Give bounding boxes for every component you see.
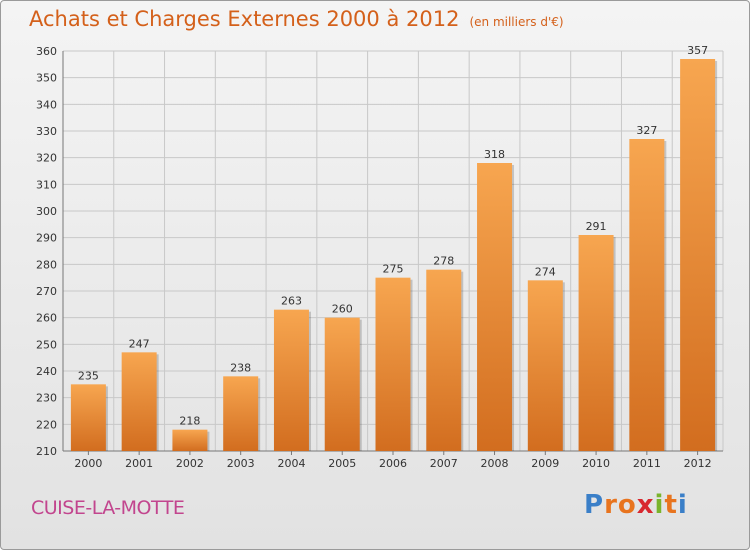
y-tick-label: 350 <box>36 72 57 85</box>
bar-value-label: 275 <box>383 263 404 276</box>
x-tick-label: 2009 <box>531 457 559 470</box>
bar-value-label: 235 <box>78 369 99 382</box>
bar <box>426 269 462 451</box>
y-tick-label: 240 <box>36 365 57 378</box>
chart-title: Achats et Charges Externes 2000 à 2012 (e… <box>29 7 564 31</box>
x-tick-label: 2008 <box>481 457 509 470</box>
bar <box>527 280 563 451</box>
logo-letter: i <box>654 490 665 520</box>
chart-title-text: Achats et Charges Externes 2000 à 2012 <box>29 7 460 31</box>
bar <box>680 59 716 451</box>
y-tick-label: 320 <box>36 152 57 165</box>
y-tick-label: 220 <box>36 418 57 431</box>
logo-letter: o <box>617 490 637 520</box>
y-tick-label: 260 <box>36 312 57 325</box>
x-tick-label: 2001 <box>125 457 153 470</box>
logo-letter: x <box>636 490 655 520</box>
bar-value-label: 318 <box>484 148 505 161</box>
bar-value-label: 291 <box>586 220 607 233</box>
bar <box>375 277 411 451</box>
y-tick-label: 280 <box>36 258 57 271</box>
bar-value-label: 278 <box>433 255 454 268</box>
y-tick-label: 300 <box>36 205 57 218</box>
bar <box>223 376 259 451</box>
x-tick-label: 2011 <box>633 457 661 470</box>
x-tick-label: 2007 <box>430 457 458 470</box>
y-tick-label: 250 <box>36 338 57 351</box>
bar-value-label: 247 <box>129 337 150 350</box>
y-tick-label: 340 <box>36 98 57 111</box>
proxiti-logo: Proxiti <box>584 490 688 520</box>
bar-value-label: 327 <box>636 124 657 137</box>
chart-unit: (en milliers d'€) <box>469 15 564 29</box>
bar <box>273 309 309 451</box>
bar <box>172 429 208 451</box>
logo-letter: t <box>664 490 678 520</box>
bar <box>578 235 614 451</box>
logo-letter: i <box>677 490 688 520</box>
y-tick-label: 270 <box>36 285 57 298</box>
y-tick-label: 330 <box>36 125 57 138</box>
y-tick-label: 210 <box>36 445 57 458</box>
bar <box>629 139 665 451</box>
x-tick-label: 2005 <box>328 457 356 470</box>
bar-value-label: 263 <box>281 295 302 308</box>
bar-value-label: 218 <box>179 415 200 428</box>
x-tick-label: 2003 <box>227 457 255 470</box>
bar <box>324 317 360 451</box>
bar-value-label: 238 <box>230 361 251 374</box>
y-tick-label: 230 <box>36 392 57 405</box>
x-tick-label: 2000 <box>74 457 102 470</box>
commune-name: CUISE-LA-MOTTE <box>31 497 185 519</box>
bar-value-label: 260 <box>332 303 353 316</box>
x-tick-label: 2012 <box>684 457 712 470</box>
y-tick-label: 290 <box>36 232 57 245</box>
bar <box>477 163 513 451</box>
bar <box>70 384 106 451</box>
bar-value-label: 357 <box>687 44 708 57</box>
x-tick-label: 2002 <box>176 457 204 470</box>
x-tick-label: 2004 <box>277 457 305 470</box>
y-tick-label: 360 <box>36 45 57 58</box>
x-tick-label: 2006 <box>379 457 407 470</box>
bar <box>121 352 157 451</box>
logo-letter: r <box>604 490 618 520</box>
y-tick-label: 310 <box>36 178 57 191</box>
logo-letter: P <box>584 490 605 520</box>
bar-value-label: 274 <box>535 265 556 278</box>
x-tick-label: 2010 <box>582 457 610 470</box>
